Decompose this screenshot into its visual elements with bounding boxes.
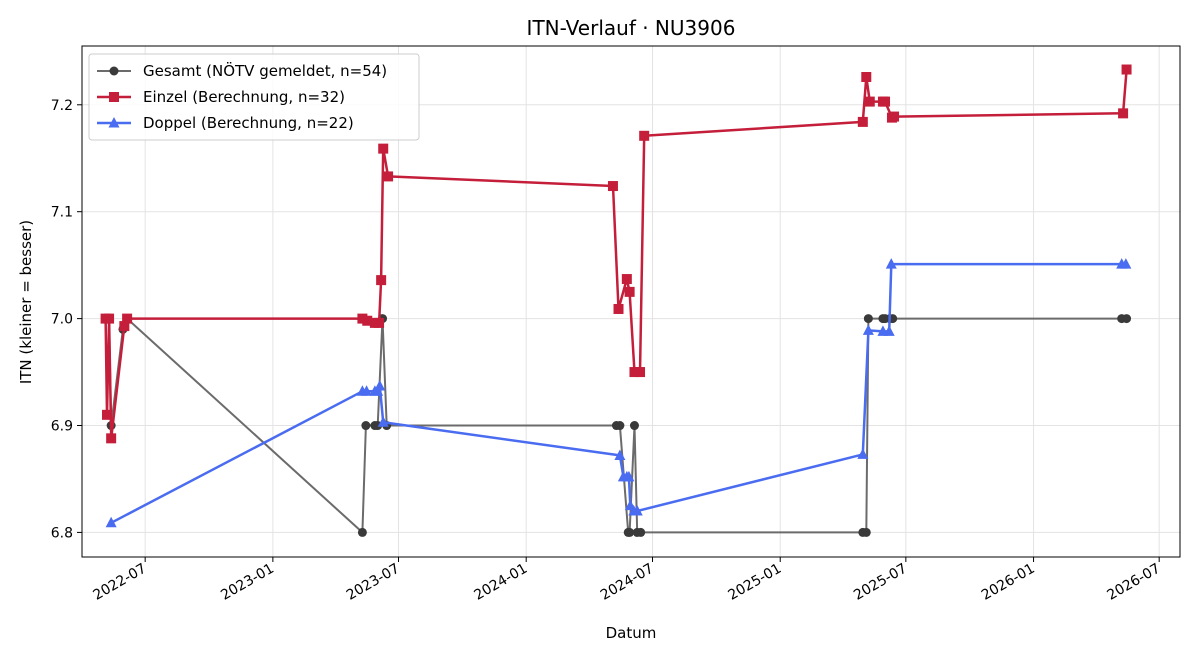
- data-point-doppel: [374, 379, 386, 391]
- data-point-einzel: [621, 274, 632, 285]
- legend-label: Gesamt (NÖTV gemeldet, n=54): [143, 61, 387, 80]
- data-point-einzel: [861, 72, 872, 83]
- y-tick-label: 6.9: [51, 419, 73, 435]
- data-point-doppel: [623, 470, 635, 482]
- data-point-doppel: [372, 385, 384, 396]
- data-point-einzel: [857, 116, 868, 127]
- data-point-doppel: [614, 449, 626, 460]
- legend-marker: [108, 117, 120, 128]
- y-tick-label: 6.8: [51, 525, 73, 541]
- data-point-einzel: [378, 143, 389, 154]
- data-point-einzel: [889, 111, 900, 122]
- data-point-doppel: [361, 385, 373, 396]
- legend-marker: [109, 66, 119, 76]
- series-layer: [100, 64, 1132, 537]
- y-tick-label: 7.0: [51, 312, 73, 328]
- data-point-gesamt: [357, 527, 367, 537]
- legend-entry-doppel: Doppel (Berechnung, n=22): [97, 114, 354, 132]
- y-axis-label: ITN (kleiner = besser): [17, 220, 35, 384]
- data-point-einzel: [629, 367, 640, 378]
- data-point-einzel: [122, 313, 133, 324]
- data-point-einzel: [613, 303, 624, 314]
- data-point-gesamt: [861, 527, 871, 537]
- data-point-doppel: [883, 325, 895, 336]
- data-point-einzel: [1118, 108, 1129, 119]
- data-point-doppel: [105, 516, 117, 528]
- data-point-doppel: [377, 416, 389, 427]
- data-point-gesamt: [636, 527, 646, 537]
- data-point-gesamt: [629, 421, 639, 431]
- data-point-einzel: [383, 171, 394, 182]
- data-point-gesamt: [361, 421, 371, 431]
- data-point-einzel: [864, 96, 875, 107]
- data-point-einzel: [639, 130, 650, 141]
- data-point-einzel: [104, 313, 115, 324]
- data-point-gesamt: [625, 527, 635, 537]
- legend: Gesamt (NÖTV gemeldet, n=54) Einzel (Bere…: [88, 53, 420, 141]
- y-tick-label: 7.2: [51, 98, 73, 114]
- legend-entry-einzel: Einzel (Berechnung, n=32): [97, 88, 345, 106]
- legend-label: Einzel (Berechnung, n=32): [143, 88, 345, 106]
- legend-entry-gesamt: Gesamt (NÖTV gemeldet, n=54): [97, 61, 387, 80]
- data-point-einzel: [376, 275, 387, 286]
- y-tick-label: 7.1: [51, 205, 73, 221]
- data-point-doppel: [857, 448, 869, 459]
- data-point-einzel: [880, 96, 891, 107]
- legend-frame: [88, 53, 420, 141]
- data-point-gesamt: [615, 421, 625, 431]
- data-point-doppel: [862, 324, 874, 335]
- legend-label: Doppel (Berechnung, n=22): [143, 114, 354, 132]
- data-point-einzel: [119, 321, 130, 332]
- plot-frame: [81, 45, 1181, 558]
- data-point-doppel: [885, 258, 897, 269]
- data-point-doppel: [1120, 258, 1132, 269]
- data-point-einzel: [374, 317, 385, 328]
- series-einzel: [100, 64, 1132, 444]
- x-axis-label: Datum: [606, 624, 657, 642]
- data-point-doppel: [631, 505, 643, 516]
- data-point-einzel: [101, 409, 112, 420]
- series-doppel: [105, 258, 1132, 528]
- chart-title: ITN-Verlauf · NU3906: [527, 16, 736, 40]
- data-point-einzel: [362, 315, 373, 326]
- data-point-einzel: [1121, 64, 1132, 75]
- data-point-einzel: [624, 286, 635, 297]
- data-point-einzel: [635, 367, 646, 378]
- data-point-einzel: [106, 433, 117, 444]
- legend-marker: [109, 92, 119, 102]
- data-point-einzel: [607, 181, 618, 192]
- data-point-gesamt: [1122, 314, 1132, 324]
- data-point-gesamt: [863, 314, 873, 324]
